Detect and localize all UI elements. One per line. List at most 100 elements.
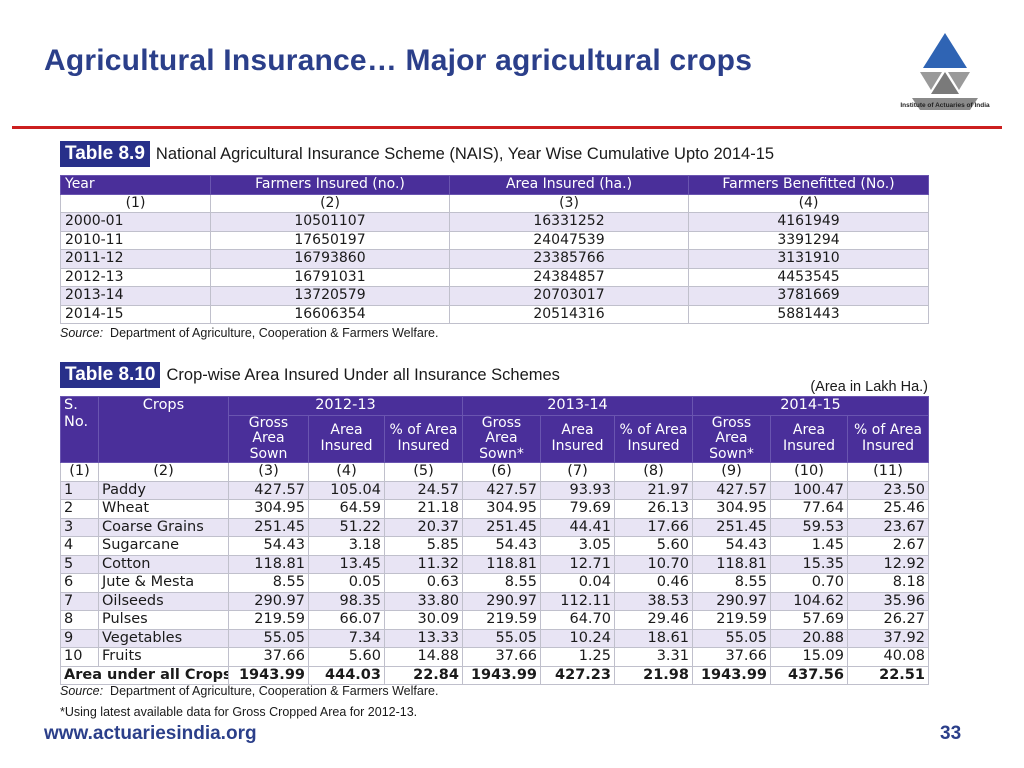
source-text: Department of Agriculture, Cooperation &… (110, 326, 439, 340)
table89-cell: 23385766 (449, 249, 689, 269)
table89-cell: 10501107 (210, 212, 450, 232)
source-label: Source: (60, 326, 104, 340)
table810-cell: 54.43 (228, 536, 309, 556)
table89-cell: 16606354 (210, 304, 450, 324)
table-row: 6 Jute & Mesta 8.55 0.05 0.63 8.55 0.04 0.46 8.5… (60, 573, 929, 593)
table810-cell: 104.62 (770, 591, 848, 611)
table89-cell: 2000-01 (60, 212, 211, 232)
table810-subheader: Area Insured (540, 414, 615, 463)
table89-header: Farmers Benefitted (No.) (688, 175, 929, 195)
table810-col-number: (9) (692, 462, 771, 482)
table810-cell: 37.92 (847, 628, 929, 648)
table810-cell: 10.24 (540, 628, 615, 648)
table810: S. No. Crops 2012-13 2013-14 2014-15 Gro… (60, 396, 929, 685)
table810-cell: 23.50 (847, 480, 929, 500)
table-row: 2014-15 16606354 20514316 5881443 (60, 304, 929, 324)
row-number: 3 (60, 517, 99, 537)
table810-cell: 118.81 (228, 554, 309, 574)
table89: Year Farmers Insured (no.) Area Insured … (60, 175, 929, 324)
table-row: 7 Oilseeds 290.97 98.35 33.80 290.97 112.11 38.… (60, 591, 929, 611)
table810-body: 1 Paddy 427.57 105.04 24.57 427.57 93.93 21.97 4… (60, 480, 929, 667)
total-cell: 1943.99 (462, 665, 541, 685)
table-row: 2012-13 16791031 24384857 4453545 (60, 267, 929, 287)
table89-cell: 20514316 (449, 304, 689, 324)
table810-cell: 20.88 (770, 628, 848, 648)
table810-cell: 5.60 (308, 647, 385, 667)
table-row: 1 Paddy 427.57 105.04 24.57 427.57 93.93 21.97 4… (60, 480, 929, 500)
table810-cell: 15.09 (770, 647, 848, 667)
table810-total-row: Area under all Crops 1943.99 444.03 22.84 19… (60, 665, 929, 685)
table810-cell: 251.45 (228, 517, 309, 537)
table89-cell: 3131910 (688, 249, 929, 269)
table810-unit-note: (Area in Lakh Ha.) (810, 379, 928, 395)
table810-cell: 14.88 (384, 647, 463, 667)
table810-cell: 427.57 (228, 480, 309, 500)
table-row: 9 Vegetables 55.05 7.34 13.33 55.05 10.24 18.61… (60, 628, 929, 648)
crop-name: Fruits (98, 647, 229, 667)
table810-cell: 44.41 (540, 517, 615, 537)
table810-cell: 219.59 (462, 610, 541, 630)
table810-year-header: 2013-14 (462, 396, 693, 416)
row-number: 10 (60, 647, 99, 667)
table810-crops-header: Crops (98, 396, 229, 463)
table810-col-number: (5) (384, 462, 463, 482)
table89-col-number: (3) (449, 193, 689, 213)
table-row: 3 Coarse Grains 251.45 51.22 20.37 251.45 44.4… (60, 517, 929, 537)
table89-cell: 5881443 (688, 304, 929, 324)
table89-cell: 2012-13 (60, 267, 211, 287)
table810-cell: 2.67 (847, 536, 929, 556)
table89-cell: 2010-11 (60, 230, 211, 250)
row-number: 4 (60, 536, 99, 556)
table810-cell: 33.80 (384, 591, 463, 611)
table810-cell: 29.46 (614, 610, 693, 630)
table810-cell: 3.05 (540, 536, 615, 556)
total-cell: 22.84 (384, 665, 463, 685)
row-number: 6 (60, 573, 99, 593)
table810-cell: 219.59 (692, 610, 771, 630)
table810-cell: 26.13 (614, 499, 693, 519)
table810-col-number: (8) (614, 462, 693, 482)
crop-name: Wheat (98, 499, 229, 519)
total-label: Area under all Crops (60, 665, 229, 685)
table810-cell: 304.95 (692, 499, 771, 519)
footer-url-link[interactable]: www.actuariesindia.org (44, 723, 257, 744)
table810-cell: 0.46 (614, 573, 693, 593)
table810-subheader: Gross Area Sown (228, 414, 309, 463)
table810-cell: 7.34 (308, 628, 385, 648)
table810-cell: 20.37 (384, 517, 463, 537)
table810-cell: 0.70 (770, 573, 848, 593)
crop-name: Vegetables (98, 628, 229, 648)
table89-col-number: (2) (210, 193, 450, 213)
table89-cell: 3391294 (688, 230, 929, 250)
table810-cell: 11.32 (384, 554, 463, 574)
table810-subheader: Area Insured (308, 414, 385, 463)
table810-subheader-row: Gross Area Sown Area Insured % of Area I… (61, 414, 929, 463)
table810-cell: 55.05 (228, 628, 309, 648)
table810-cell: 55.05 (462, 628, 541, 648)
table810-number-row: (1) (2) (3) (4) (5) (6) (7) (8) (9) (10) (11) (60, 462, 929, 482)
table89-col-number: (4) (688, 193, 929, 213)
total-cell: 437.56 (770, 665, 848, 685)
table810-cell: 26.27 (847, 610, 929, 630)
table810-cell: 105.04 (308, 480, 385, 500)
table810-year-header: 2014-15 (692, 396, 929, 416)
table89-header: Year (60, 175, 211, 195)
table810-cell: 5.85 (384, 536, 463, 556)
table89-cell: 17650197 (210, 230, 450, 250)
total-cell: 427.23 (540, 665, 615, 685)
table810-cell: 59.53 (770, 517, 848, 537)
table89-header: Farmers Insured (no.) (210, 175, 450, 195)
table810-cell: 37.66 (228, 647, 309, 667)
table89-header-row: Year Farmers Insured (no.) Area Insured … (60, 175, 929, 195)
total-cell: 1943.99 (228, 665, 309, 685)
table810-cell: 251.45 (692, 517, 771, 537)
table810-cell: 13.33 (384, 628, 463, 648)
table89-cell: 16331252 (449, 212, 689, 232)
table810-cell: 5.60 (614, 536, 693, 556)
table810-subheader: Gross Area Sown* (462, 414, 541, 463)
row-number: 5 (60, 554, 99, 574)
table810-cell: 0.04 (540, 573, 615, 593)
table810-cell: 100.47 (770, 480, 848, 500)
table89-cell: 13720579 (210, 286, 450, 306)
table89-cell: 24047539 (449, 230, 689, 250)
